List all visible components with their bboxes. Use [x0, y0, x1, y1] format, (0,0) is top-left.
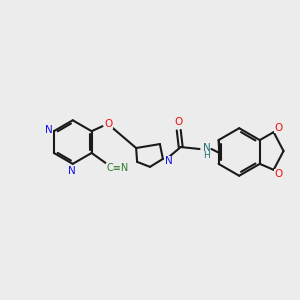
Text: O: O: [274, 169, 283, 179]
Text: N: N: [45, 125, 53, 135]
Text: N: N: [165, 156, 173, 166]
Text: N: N: [202, 143, 210, 153]
Text: O: O: [175, 117, 183, 127]
Text: O: O: [104, 119, 112, 129]
Text: C≡N: C≡N: [106, 163, 128, 173]
Text: N: N: [68, 166, 76, 176]
Text: H: H: [203, 152, 210, 160]
Text: O: O: [274, 123, 283, 133]
